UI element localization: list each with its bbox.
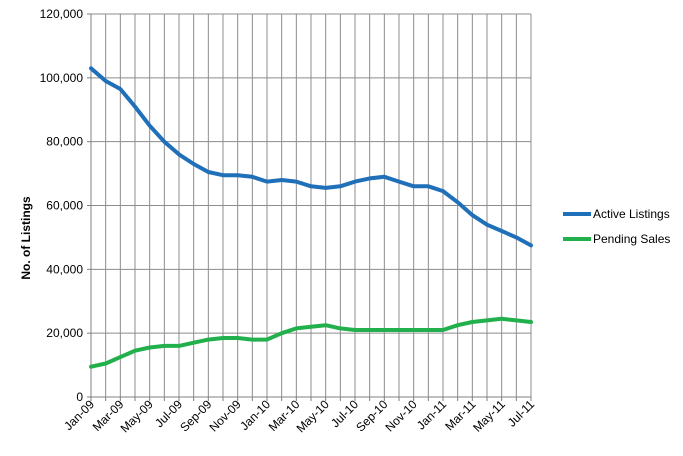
x-tick-label: May-10 — [294, 397, 332, 435]
y-tick-label: 100,000 — [40, 71, 84, 85]
legend-label: Pending Sales — [593, 232, 670, 246]
y-tick-label: 40,000 — [46, 262, 83, 276]
y-tick-label: 60,000 — [46, 199, 83, 213]
y-tick-label: 80,000 — [46, 135, 83, 149]
x-tick-label: Sep-10 — [353, 397, 390, 434]
legend: Active Listings Pending Sales — [563, 207, 670, 246]
axes: 0 20,000 40,000 60,000 80,000 100,000 120,000 J… — [40, 7, 538, 435]
x-tick-label: Nov-10 — [383, 397, 420, 434]
series-line-active-listings — [89, 66, 533, 248]
grid — [90, 13, 532, 398]
x-tick-label: Jul-11 — [505, 397, 538, 430]
series-line-pending-sales — [89, 316, 533, 369]
y-tick-label: 20,000 — [46, 326, 83, 340]
x-tick-label: Sep-09 — [177, 397, 214, 434]
legend-label: Active Listings — [593, 207, 670, 221]
y-tick-label: 120,000 — [40, 7, 84, 21]
y-axis-title: No. of Listings — [19, 196, 33, 280]
x-tick-label: May-09 — [118, 397, 156, 435]
y-tick-label: 0 — [76, 390, 83, 404]
series — [89, 66, 533, 369]
x-tick-label: May-11 — [470, 397, 508, 435]
x-tick-label: Nov-09 — [207, 397, 244, 434]
x-tick-label: Jan-11 — [414, 397, 449, 432]
